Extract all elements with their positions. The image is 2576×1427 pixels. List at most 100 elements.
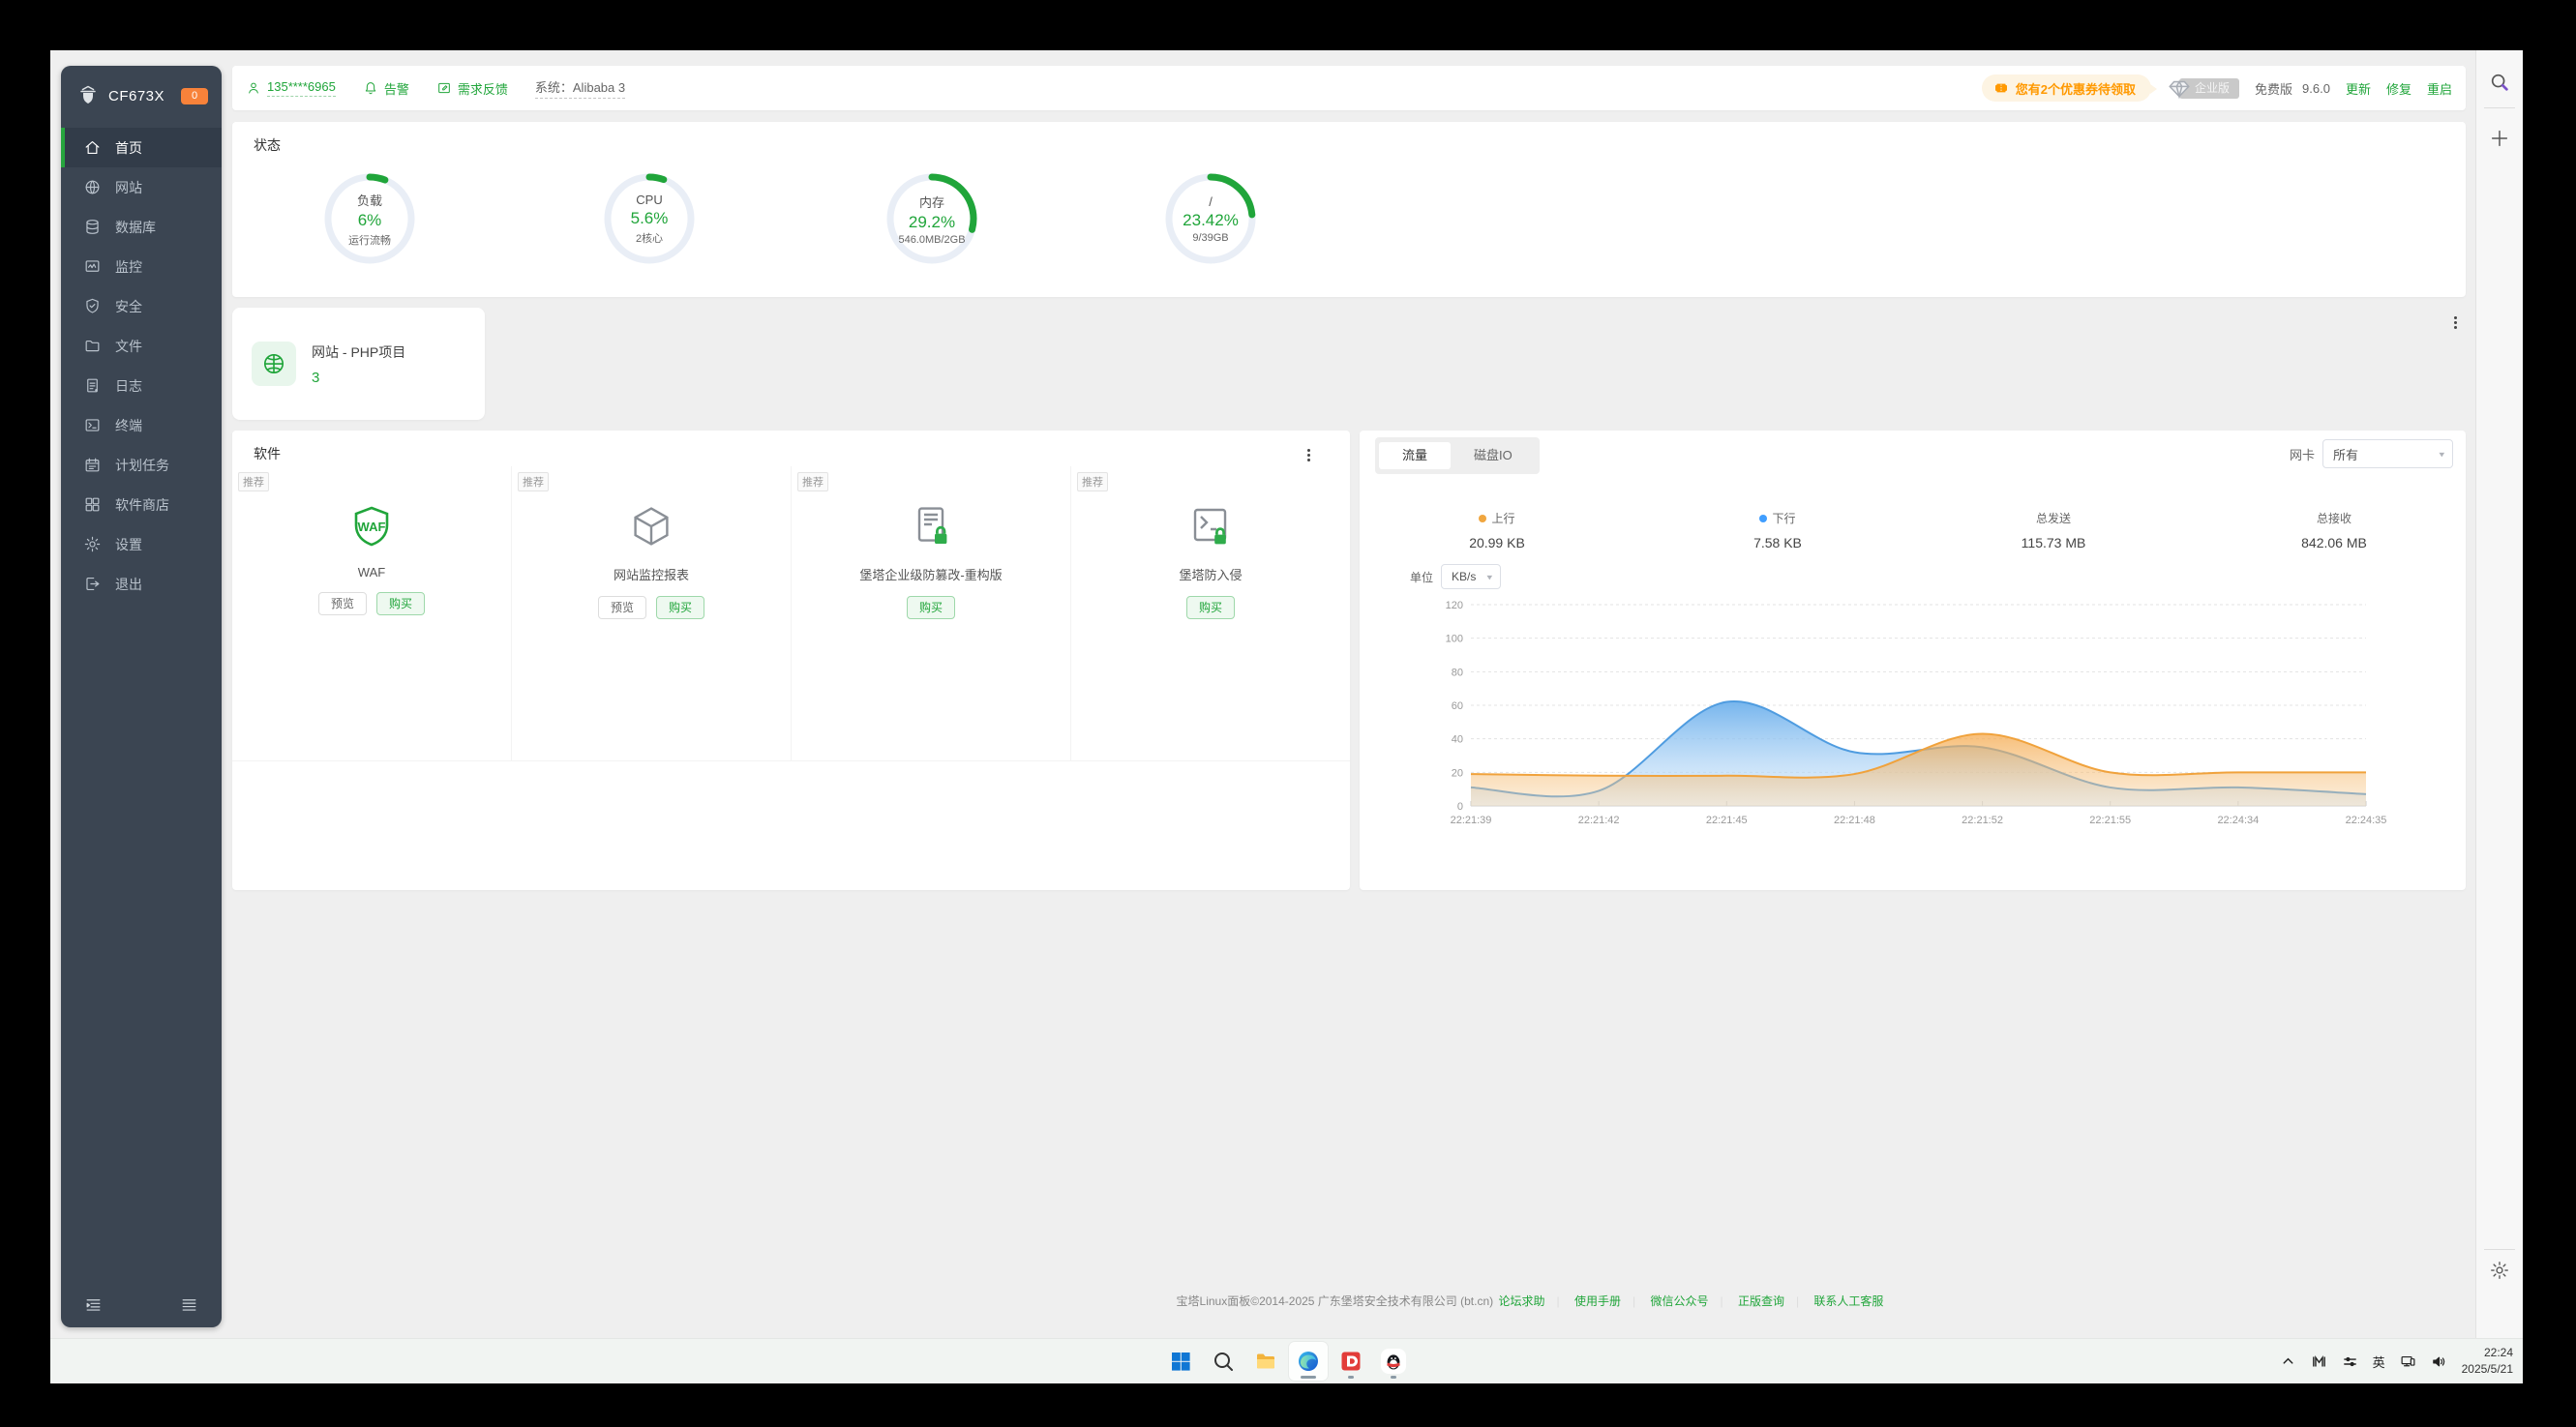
buy-button[interactable]: 购买 <box>1185 596 1235 619</box>
restart-button[interactable]: 重启 <box>2426 81 2452 97</box>
svg-text:22:24:34: 22:24:34 <box>2217 815 2259 826</box>
footer-link-license[interactable]: 正版查询 <box>1737 1294 1784 1308</box>
account-link[interactable]: 135****6965 <box>246 79 336 97</box>
update-button[interactable]: 更新 <box>2345 81 2371 97</box>
globe-icon <box>85 180 100 194</box>
sidebar-item-settings[interactable]: 设置 <box>61 524 222 564</box>
alarm-link[interactable]: 告警 <box>363 79 409 98</box>
taskbar-clock[interactable]: 22:24 2025/5/21 <box>2462 1345 2513 1379</box>
sidebar-item-cron[interactable]: 计划任务 <box>61 445 222 485</box>
software-kebab-menu[interactable] <box>1300 446 1317 463</box>
tray-sliders-icon[interactable] <box>2342 1353 2358 1370</box>
edit-note-icon <box>438 82 450 94</box>
chevron-down-icon: ▾ <box>1486 572 1493 582</box>
edge-browser-button[interactable] <box>1288 1342 1328 1381</box>
sidebar-item-label: 计划任务 <box>115 457 169 473</box>
buy-button[interactable]: 购买 <box>656 596 705 619</box>
feedback-link[interactable]: 需求反馈 <box>436 79 508 98</box>
tray-app-m-icon[interactable] <box>2311 1353 2327 1370</box>
coupon-banner[interactable]: 您有2个优惠券待领取 <box>1981 74 2158 102</box>
buy-button[interactable]: 购买 <box>376 592 426 615</box>
windows-logo-icon <box>1171 1353 1190 1371</box>
sidebar-item-label: 文件 <box>115 338 142 354</box>
search-icon <box>1213 1353 1233 1371</box>
sidebar-item-label: 设置 <box>115 536 142 552</box>
enterprise-badge[interactable]: 企业版 <box>2167 75 2240 101</box>
system-info[interactable]: 系统：Alibaba 3 <box>534 77 626 99</box>
ime-indicator[interactable]: 英 <box>2372 1354 2385 1370</box>
collapse-sidebar-icon[interactable] <box>84 1295 103 1314</box>
footer-link-support[interactable]: 联系人工客服 <box>1813 1294 1884 1308</box>
sidebar-item-label: 安全 <box>115 298 142 314</box>
terminal-icon <box>85 419 100 431</box>
website-card[interactable]: 网站 - PHP项目 3 <box>232 308 485 420</box>
store-icon <box>85 497 100 512</box>
preview-button[interactable]: 预览 <box>317 592 367 615</box>
tray-expand-icon[interactable] <box>2280 1353 2296 1370</box>
logo-text: CF673X <box>108 87 165 104</box>
sidebar-item-appstore[interactable]: 软件商店 <box>61 485 222 524</box>
nic-select[interactable]: 所有 ▾ <box>2322 439 2453 468</box>
sidebar-item-logout[interactable]: 退出 <box>61 564 222 604</box>
buy-button[interactable]: 购买 <box>906 596 955 619</box>
folder-icon <box>85 340 100 352</box>
start-button[interactable] <box>1161 1342 1200 1381</box>
waf-shield-icon: WAF <box>346 501 397 551</box>
clock-time: 22:24 <box>2483 1345 2513 1359</box>
stat-downstream: 下行 7.58 KB <box>1671 510 1884 550</box>
svg-text:22:21:55: 22:21:55 <box>2089 815 2131 826</box>
row-kebab-menu[interactable] <box>2446 313 2464 331</box>
sidebar-item-label: 日志 <box>115 377 142 394</box>
website-card-title: 网站 - PHP项目 <box>312 343 406 360</box>
website-card-count: 3 <box>312 369 320 386</box>
footer-link-forum[interactable]: 论坛求助 <box>1498 1294 1545 1308</box>
sidebar-item-home[interactable]: 首页 <box>61 128 222 167</box>
svg-text:40: 40 <box>1452 734 1463 746</box>
traffic-chart: 0 20 40 60 80 100 120 22:21:39 22:21:42 22:21:45 2… <box>1446 600 2387 826</box>
sidebar-item-files[interactable]: 文件 <box>61 326 222 366</box>
footer-link-manual[interactable]: 使用手册 <box>1573 1294 1621 1308</box>
svg-text:22:21:39: 22:21:39 <box>1451 815 1492 826</box>
sidebar-item-website[interactable]: 网站 <box>61 167 222 207</box>
coupon-text: 您有2个优惠券待领取 <box>2015 81 2136 97</box>
tab-disk-io[interactable]: 磁盘IO <box>1474 448 1513 462</box>
tab-traffic[interactable]: 流量 <box>1379 442 1452 469</box>
software-panel: 软件 推荐 WAF WAF 预览 购买 <box>232 431 1350 890</box>
qq-button[interactable] <box>1374 1342 1413 1381</box>
status-panel: 状态 负载 6% 运行流畅 CPU 5.6% 2核心 内存 29.2% 546.0MB/2G… <box>232 122 2466 297</box>
windows-taskbar: 英 22:24 2025/5/21 <box>50 1338 2523 1383</box>
stat-label: 上行 <box>1491 512 1515 525</box>
network-display-icon[interactable] <box>2400 1353 2416 1370</box>
add-icon[interactable] <box>2489 128 2510 149</box>
software-card-tamper-proof[interactable]: 推荐 堡塔企业级防篡改-重构版 购买 <box>792 466 1071 760</box>
software-card-waf[interactable]: 推荐 WAF WAF 预览 购买 <box>232 466 512 760</box>
svg-text:WAF: WAF <box>358 520 386 534</box>
stat-value: 115.73 MB <box>2021 535 2086 550</box>
menu-list-icon[interactable] <box>180 1295 198 1314</box>
file-explorer-button[interactable] <box>1246 1342 1285 1381</box>
search-icon[interactable] <box>2489 72 2510 93</box>
software-card-intrusion[interactable]: 推荐 堡塔防入侵 购买 <box>1071 466 1350 760</box>
sidebar-item-logs[interactable]: 日志 <box>61 366 222 405</box>
sidebar-item-monitor[interactable]: 监控 <box>61 247 222 286</box>
edge-icon <box>1298 1352 1318 1371</box>
sidebar-item-terminal[interactable]: 终端 <box>61 405 222 445</box>
gear-icon[interactable] <box>2489 1260 2510 1281</box>
sidebar-item-label: 数据库 <box>115 219 156 235</box>
chevron-down-icon: ▾ <box>2439 449 2444 460</box>
preview-button[interactable]: 预览 <box>597 596 646 619</box>
footer-link-wechat[interactable]: 微信公众号 <box>1650 1294 1709 1308</box>
red-app-button[interactable] <box>1332 1342 1370 1381</box>
calendar-icon <box>85 458 100 472</box>
volume-icon[interactable] <box>2431 1353 2447 1370</box>
svg-text:80: 80 <box>1452 667 1463 678</box>
unit-select[interactable]: KB/s ▾ <box>1441 564 1502 589</box>
notification-badge[interactable]: 0 <box>181 87 208 104</box>
taskbar-search-button[interactable] <box>1204 1342 1243 1381</box>
sidebar-item-database[interactable]: 数据库 <box>61 207 222 247</box>
globe-icon <box>263 353 285 374</box>
sidebar-item-security[interactable]: 安全 <box>61 286 222 326</box>
repair-button[interactable]: 修复 <box>2385 81 2411 97</box>
top-bar: 135****6965 告警 需求反馈 系统：Alibaba 3 <box>232 66 2466 110</box>
software-card-monitor-report[interactable]: 推荐 网站监控报表 预览 购买 <box>512 466 792 760</box>
